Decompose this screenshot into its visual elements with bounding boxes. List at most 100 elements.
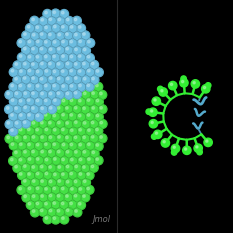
Circle shape <box>83 180 86 183</box>
Circle shape <box>182 80 184 83</box>
Circle shape <box>43 186 52 195</box>
Circle shape <box>77 24 86 33</box>
Circle shape <box>181 76 186 81</box>
Circle shape <box>64 134 73 143</box>
Circle shape <box>26 39 35 48</box>
Circle shape <box>73 61 82 70</box>
Circle shape <box>56 134 65 143</box>
Circle shape <box>94 156 103 165</box>
Circle shape <box>92 77 94 80</box>
Circle shape <box>193 82 195 84</box>
Circle shape <box>39 207 48 216</box>
Circle shape <box>86 141 95 150</box>
Circle shape <box>74 180 77 183</box>
Circle shape <box>74 18 77 21</box>
Circle shape <box>79 128 82 131</box>
Circle shape <box>87 55 90 58</box>
Circle shape <box>171 150 177 155</box>
Circle shape <box>66 151 69 153</box>
Circle shape <box>168 81 177 90</box>
Circle shape <box>79 173 82 175</box>
Circle shape <box>55 193 64 202</box>
Circle shape <box>77 142 86 151</box>
Circle shape <box>15 77 17 80</box>
Circle shape <box>69 157 78 165</box>
Circle shape <box>90 90 99 99</box>
Circle shape <box>64 90 73 99</box>
Circle shape <box>17 98 26 107</box>
Circle shape <box>83 195 85 197</box>
Circle shape <box>206 140 208 142</box>
Circle shape <box>49 194 52 197</box>
Circle shape <box>53 84 55 87</box>
Circle shape <box>52 156 61 165</box>
Circle shape <box>32 136 35 138</box>
Circle shape <box>171 144 180 153</box>
Circle shape <box>30 75 39 84</box>
Circle shape <box>56 148 65 157</box>
Circle shape <box>45 99 47 102</box>
Circle shape <box>32 150 34 153</box>
Circle shape <box>31 178 40 187</box>
Circle shape <box>26 68 35 76</box>
Circle shape <box>39 164 48 172</box>
Circle shape <box>15 107 17 110</box>
Circle shape <box>87 143 90 146</box>
Circle shape <box>52 97 61 106</box>
Circle shape <box>78 55 81 57</box>
Circle shape <box>41 195 43 197</box>
Circle shape <box>48 105 56 114</box>
Circle shape <box>60 83 69 92</box>
Circle shape <box>100 136 103 138</box>
Circle shape <box>154 99 156 101</box>
Circle shape <box>89 163 98 172</box>
Circle shape <box>66 195 68 197</box>
Circle shape <box>34 171 43 179</box>
Circle shape <box>30 148 39 157</box>
Circle shape <box>32 63 34 65</box>
Circle shape <box>170 83 173 86</box>
Circle shape <box>22 104 31 113</box>
Circle shape <box>22 134 31 143</box>
Circle shape <box>32 107 34 109</box>
Circle shape <box>7 122 10 124</box>
Circle shape <box>26 112 35 121</box>
Circle shape <box>73 75 82 84</box>
Circle shape <box>85 185 94 194</box>
Circle shape <box>9 112 18 121</box>
Circle shape <box>39 134 48 143</box>
Circle shape <box>30 61 39 70</box>
Circle shape <box>19 99 22 102</box>
Circle shape <box>151 110 153 112</box>
Circle shape <box>40 33 43 35</box>
Circle shape <box>73 119 82 128</box>
Circle shape <box>56 17 65 25</box>
Circle shape <box>19 55 22 57</box>
Circle shape <box>51 39 60 48</box>
Circle shape <box>15 165 17 168</box>
Circle shape <box>91 165 94 168</box>
Circle shape <box>51 185 60 194</box>
Circle shape <box>13 164 22 172</box>
Circle shape <box>34 142 43 151</box>
Circle shape <box>75 33 77 36</box>
Circle shape <box>81 61 90 69</box>
Circle shape <box>13 105 22 114</box>
Circle shape <box>45 217 48 219</box>
Circle shape <box>36 40 39 43</box>
Circle shape <box>14 120 22 129</box>
Circle shape <box>204 138 212 147</box>
Circle shape <box>88 40 90 43</box>
Circle shape <box>19 187 21 190</box>
Circle shape <box>24 180 26 182</box>
Circle shape <box>21 75 30 84</box>
Circle shape <box>159 88 167 96</box>
Circle shape <box>77 53 86 62</box>
Circle shape <box>51 200 60 209</box>
Circle shape <box>149 120 158 128</box>
Circle shape <box>40 209 43 212</box>
Circle shape <box>62 187 64 190</box>
Circle shape <box>69 127 78 136</box>
Circle shape <box>17 53 26 62</box>
Circle shape <box>30 46 39 55</box>
